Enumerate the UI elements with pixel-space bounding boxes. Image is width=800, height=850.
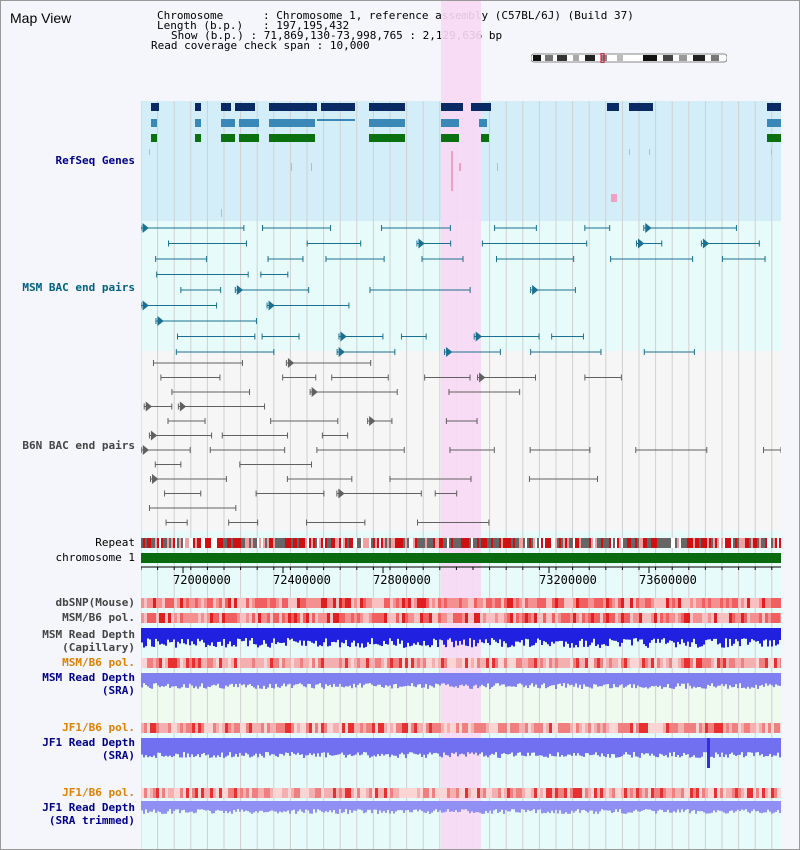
length-value: 197,195,432 xyxy=(276,19,350,32)
label-msm-depth-capillary-sub: (Capillary) xyxy=(62,641,135,654)
page-title: Map View xyxy=(10,10,72,26)
msm-bac-track xyxy=(141,222,766,358)
label-jf1-depth-sra[interactable]: JF1 Read Depth xyxy=(42,736,135,749)
label-refseq[interactable]: RefSeq Genes xyxy=(55,154,135,167)
label-msm-b6-pol[interactable]: MSM/B6 pol. xyxy=(62,611,135,624)
label-msm-bac[interactable]: MSM BAC end pairs xyxy=(22,281,135,294)
label-jf1-depth-trimmed-sub: (SRA trimmed) xyxy=(48,814,135,827)
refseq-genes-track xyxy=(149,103,781,217)
chromosome-ideogram[interactable] xyxy=(531,53,727,63)
axis-tick: 72800000 xyxy=(373,573,431,587)
label-dbsnp[interactable]: dbSNP(Mouse) xyxy=(55,596,135,609)
label-repeat: Repeat xyxy=(95,536,135,549)
right-margin xyxy=(782,1,799,849)
label-jf1-b6-pol[interactable]: JF1/B6 pol. xyxy=(62,721,135,734)
axis-tick: 73600000 xyxy=(639,573,697,587)
label-b6n-bac[interactable]: B6N BAC end pairs xyxy=(22,439,135,452)
chromosome-key: Chromosome xyxy=(157,9,224,22)
label-jf1-depth-sra-sub: (SRA) xyxy=(101,749,135,762)
track-canvas[interactable] xyxy=(141,1,781,849)
axis-tick: 72000000 xyxy=(173,573,231,587)
axis-tick: 73200000 xyxy=(539,573,597,587)
label-msm-b6-pol-2[interactable]: MSM/B6 pol. xyxy=(62,656,135,669)
length-key: Length (b.p.) xyxy=(157,19,244,32)
span-value: 10,000 xyxy=(329,39,370,52)
label-jf1-b6-pol-2[interactable]: JF1/B6 pol. xyxy=(62,786,135,799)
show-key: Show (b.p.) xyxy=(171,29,244,42)
span-key: Read coverage check span xyxy=(151,39,310,52)
chromosome-bar xyxy=(141,553,781,563)
label-msm-depth-capillary[interactable]: MSM Read Depth xyxy=(42,628,135,641)
label-msm-depth-sra[interactable]: MSM Read Depth xyxy=(42,671,135,684)
label-msm-depth-sra-sub: (SRA) xyxy=(101,684,135,697)
label-chromosome: chromosome 1 xyxy=(55,551,135,564)
axis-tick: 72400000 xyxy=(273,573,331,587)
repeat-track xyxy=(141,538,781,548)
b6n-bac-track xyxy=(141,357,781,526)
label-jf1-depth-trimmed[interactable]: JF1 Read Depth xyxy=(42,801,135,814)
